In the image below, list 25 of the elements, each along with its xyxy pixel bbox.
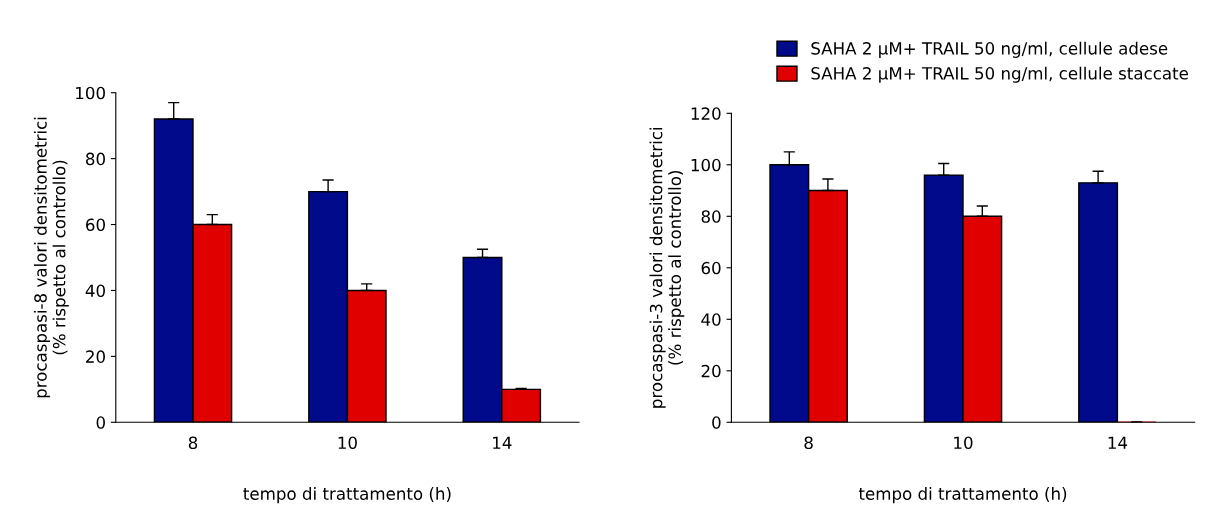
x-axis-title: tempo di trattamento (h) [858, 487, 1067, 504]
y-tick-label: 40 [85, 284, 105, 298]
x-axis-title: tempo di trattamento (h) [243, 487, 451, 504]
y-tick-label: 60 [86, 218, 105, 232]
y-tick-label: 120 [691, 107, 721, 120]
y-tick-label: 0 [712, 416, 721, 429]
y-axis-title: procaspasi-8 valori densitometrici (% rispetto al controllo) [33, 117, 69, 398]
x-tick-label: 8 [188, 436, 198, 450]
x-tick-label: 14 [1108, 436, 1128, 449]
y-tick-label: 40 [701, 313, 721, 326]
x-tick-label: 8 [804, 436, 813, 450]
legend-label: SAHA 2 µM+ TRAIL 50 ng/ml, cellule staccate [811, 66, 1188, 83]
y-tick-label: 20 [86, 350, 105, 363]
x-tick-label: 14 [493, 436, 512, 449]
y-tick-label: 60 [701, 261, 721, 275]
y-tick-label: 0 [96, 416, 105, 429]
y-tick-label: 80 [86, 152, 105, 166]
y-tick-label: 100 [691, 158, 721, 172]
legend-label: SAHA 2 µM+ TRAIL 50 ng/ml, cellule adese [811, 41, 1168, 58]
x-tick-label: 10 [954, 436, 973, 450]
y-tick-label: 80 [701, 210, 721, 223]
y-tick-label: 100 [76, 86, 105, 100]
y-axis-title: procaspasi-3 valori densitometrici (% rispetto al controllo) [649, 127, 685, 408]
x-tick-label: 10 [338, 436, 357, 450]
y-tick-label: 20 [701, 364, 721, 378]
